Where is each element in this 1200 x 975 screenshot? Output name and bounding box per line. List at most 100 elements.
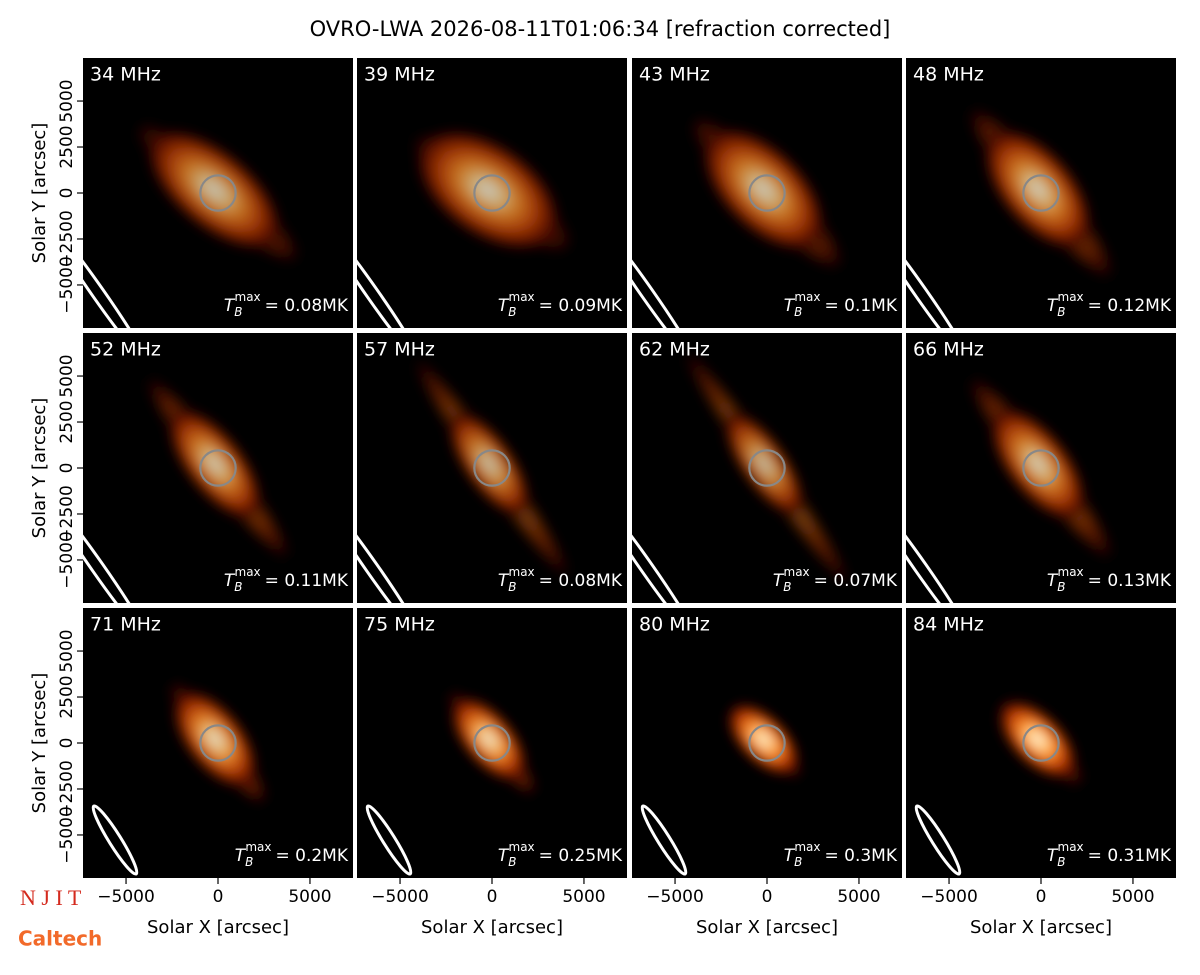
emission (132, 119, 304, 267)
tmax-value: = 0.08MK (539, 571, 623, 591)
solar-limb (1022, 724, 1060, 762)
panel (632, 608, 902, 878)
tmax-value: = 0.31MK (1088, 846, 1172, 866)
y-tick-label: 5000 (57, 79, 77, 122)
tmax-sup: max (509, 565, 535, 579)
x-tick-label: −5000 (97, 887, 155, 907)
tmax-symbol: T (498, 571, 510, 591)
tmax-symbol: T (1047, 571, 1059, 591)
tmax-sub: B (234, 305, 242, 319)
tmax-label: TBmax = 0.12MK (1047, 290, 1172, 319)
emission-core (446, 408, 533, 520)
panel (632, 58, 902, 328)
y-tick-label: −2500 (57, 485, 77, 543)
tmax-value: = 0.13MK (1088, 571, 1172, 591)
solar-limb (199, 724, 237, 762)
beam (632, 221, 698, 328)
tmax-label: TBmax = 0.09MK (498, 290, 623, 319)
beam (83, 221, 149, 328)
y-axis-label: Solar Y [arcsec] (29, 398, 50, 539)
tmax-label: TBmax = 0.25MK (498, 840, 623, 869)
y-tick-label: 5000 (57, 629, 77, 672)
emission-core (413, 127, 563, 253)
tmax-sup: max (794, 290, 820, 304)
tmax-value: = 0.07MK (814, 571, 898, 591)
emission-core (449, 695, 529, 784)
beam (632, 496, 698, 603)
x-tick-label: 5000 (1111, 887, 1154, 907)
beam (906, 221, 972, 328)
tmax-sub: B (234, 580, 242, 594)
y-tick-label: 0 (57, 463, 77, 474)
x-tick-label: 0 (487, 887, 498, 907)
tmax-label: TBmax = 0.3MK (784, 840, 898, 869)
tmax-symbol: T (784, 296, 796, 316)
freq-label: 62 MHz (639, 339, 710, 361)
logo-njit: N J I T (20, 885, 82, 910)
emission (996, 698, 1085, 787)
panel (83, 58, 353, 328)
emission (726, 702, 804, 780)
x-axis-label: Solar X [arcsec] (147, 917, 289, 938)
tmax-sup: max (1058, 290, 1084, 304)
tmax-symbol: T (224, 571, 236, 591)
tmax-label: TBmax = 0.13MK (1047, 565, 1172, 594)
emission (680, 344, 854, 592)
freq-label: 71 MHz (90, 614, 161, 636)
tmax-sup: max (784, 565, 810, 579)
x-tick-label: 5000 (837, 887, 880, 907)
freq-label: 34 MHz (90, 64, 161, 86)
tmax-symbol: T (498, 296, 510, 316)
solar-limb (748, 449, 786, 487)
tmax-label: TBmax = 0.2MK (235, 840, 349, 869)
y-tick-label: 0 (57, 188, 77, 199)
tmax-sub: B (1057, 855, 1065, 869)
logo-caltech: Caltech (18, 927, 102, 951)
tmax-label: TBmax = 0.1MK (784, 290, 898, 319)
tmax-sub: B (245, 855, 253, 869)
panel (632, 333, 902, 603)
freq-label: 52 MHz (90, 339, 161, 361)
emission (166, 678, 270, 808)
emission-core (981, 126, 1095, 252)
solar-limb (473, 724, 511, 762)
tmax-sup: max (235, 290, 261, 304)
beam (83, 496, 149, 603)
panel (83, 608, 353, 878)
solar-limb (199, 174, 237, 212)
tmax-value: = 0.11MK (265, 571, 349, 591)
tmax-value: = 0.25MK (539, 846, 623, 866)
panel (83, 333, 353, 603)
tmax-sub: B (1057, 580, 1065, 594)
tmax-sub: B (794, 855, 802, 869)
tmax-value: = 0.09MK (539, 296, 623, 316)
tmax-sup: max (235, 565, 261, 579)
tmax-symbol: T (498, 846, 510, 866)
tmax-label: TBmax = 0.07MK (773, 565, 898, 594)
y-axis-label: Solar Y [arcsec] (29, 123, 50, 264)
tmax-sub: B (508, 580, 516, 594)
solar-limb (748, 174, 786, 212)
tmax-sup: max (1058, 565, 1084, 579)
y-tick-label: −5000 (57, 256, 77, 314)
y-axis-label: Solar Y [arcsec] (29, 673, 50, 814)
freq-label: 80 MHz (639, 614, 710, 636)
beam (914, 804, 962, 876)
tmax-sup: max (1058, 840, 1084, 854)
tmax-symbol: T (773, 571, 785, 591)
emission-core (171, 688, 259, 790)
emission-core (987, 405, 1088, 523)
emission (408, 127, 576, 256)
x-axis-label: Solar X [arcsec] (696, 917, 838, 938)
solar-limb (473, 174, 511, 212)
x-tick-label: −5000 (371, 887, 429, 907)
tmax-label: TBmax = 0.08MK (224, 290, 349, 319)
beam (357, 496, 423, 603)
tmax-label: TBmax = 0.31MK (1047, 840, 1172, 869)
tmax-sup: max (509, 290, 535, 304)
beam (365, 804, 413, 876)
solar-limb (748, 724, 786, 762)
x-tick-label: 5000 (288, 887, 331, 907)
tmax-symbol: T (1047, 296, 1059, 316)
